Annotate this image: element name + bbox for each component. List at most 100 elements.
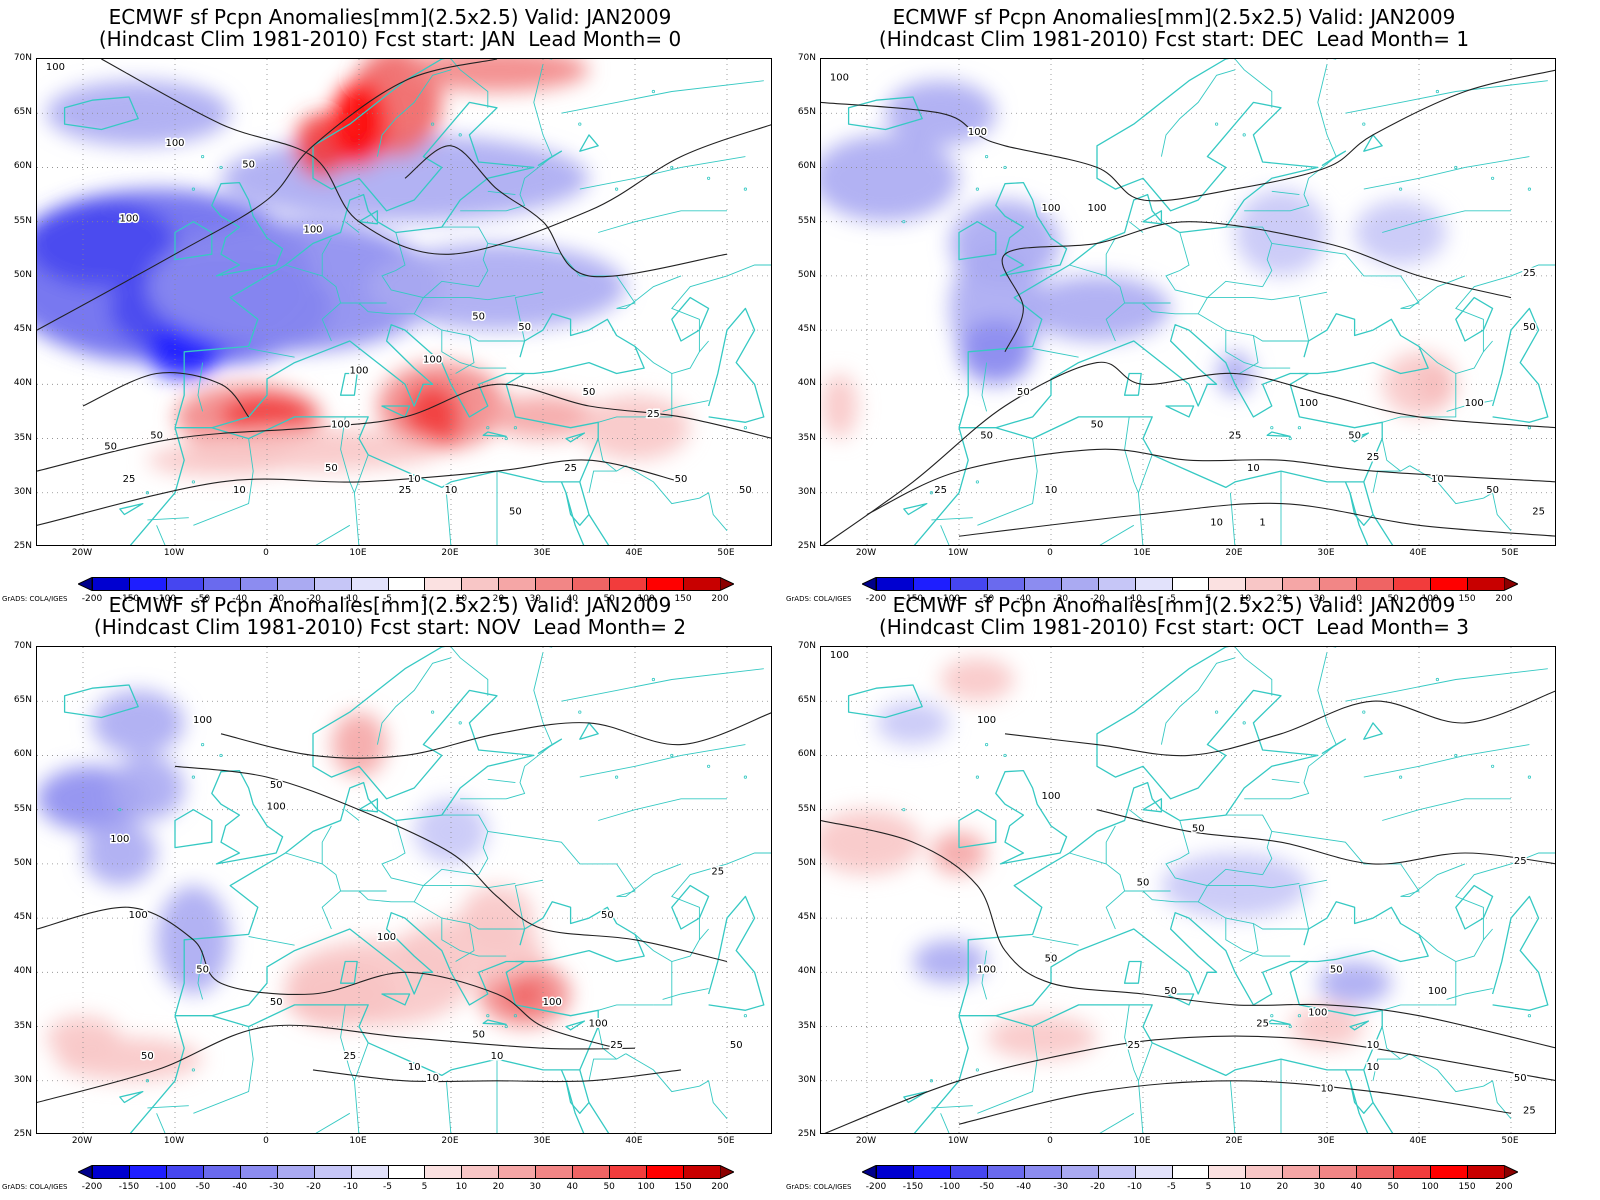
lon-label: 0: [263, 548, 269, 558]
contour-label: 100: [543, 997, 562, 1008]
contour-label: 25: [123, 474, 136, 485]
colorbar-swatch: [535, 577, 573, 591]
colorbar-label: -30: [1053, 1182, 1069, 1192]
grads-credit: GrADS: COLA/IGES: [786, 595, 852, 603]
colorbar-label: -20: [1090, 1182, 1105, 1192]
colorbar-label: 5: [1205, 594, 1212, 604]
colorbar-label: 150: [1458, 1182, 1476, 1192]
colorbar-swatch: [986, 1165, 1025, 1179]
colorbar-label: 5: [421, 1182, 428, 1192]
lon-label: 20E: [1225, 1136, 1243, 1146]
lon-label: 40E: [625, 548, 643, 558]
colorbar-swatch: [912, 1165, 951, 1179]
contour-label: 100: [331, 420, 350, 431]
lat-label: 40N: [13, 378, 32, 389]
map-canvas: 100 100 100 50 50 50 25 50 100 50 25 10 10 25 100 50 25 1…: [821, 647, 1555, 1133]
colorbar-swatch: [1060, 1165, 1099, 1179]
contour-label: 50: [150, 431, 163, 442]
contour-label: 100: [589, 1019, 608, 1030]
anomaly-shading: [931, 831, 987, 875]
anomaly-shading: [46, 80, 231, 146]
contour-label: 50: [1045, 953, 1058, 964]
panel-subtitle: (Hindcast Clim 1981-2010) Fcst start: OC…: [878, 615, 1470, 639]
map-area: 100 100 100 25 50 50 100 50 50 25 10 10 25 50 10 1 25 100…: [820, 58, 1556, 546]
contour-label: 100: [1041, 203, 1060, 214]
contour-label: 50: [601, 910, 614, 921]
colorbar-swatch: [876, 1165, 914, 1179]
contour-label: 100: [267, 802, 286, 813]
colorbar-swatch: [424, 1165, 462, 1179]
contour-label: 100: [1465, 398, 1484, 409]
coastlines: [847, 59, 1549, 545]
map-panel-2: ECMWF sf Pcpn Anomalies[mm](2.5x2.5) Val…: [784, 0, 1564, 604]
colorbar-label: 20: [1276, 594, 1289, 604]
contour-label: 50: [472, 1029, 485, 1040]
lat-label: 35N: [797, 432, 816, 443]
colorbar-label: 50: [1387, 594, 1399, 604]
anomaly-shading: [1235, 189, 1327, 276]
colorbar-label: 30: [529, 594, 541, 604]
anomaly-shading: [986, 1015, 1097, 1060]
contour-label: 25: [1127, 1040, 1140, 1051]
colorbar-swatch: [1393, 577, 1431, 591]
colorbar: [862, 577, 1518, 591]
colorbar: [78, 577, 734, 591]
colorbar-swatch: [276, 1165, 315, 1179]
contour-label: 25: [1523, 268, 1536, 279]
anomaly-shading: [876, 701, 950, 745]
contour-label: 50: [325, 463, 338, 474]
colorbar-swatch: [683, 1165, 721, 1179]
anomaly-shading: [83, 820, 157, 886]
lon-label: 10W: [163, 548, 185, 558]
colorbar-label: -50: [195, 594, 211, 604]
lat-label: 30N: [797, 486, 816, 497]
colorbar-max-arrow: [1504, 1165, 1518, 1179]
lat-label: 60N: [13, 161, 32, 172]
anomaly-shading: [110, 755, 185, 821]
colorbar-label: -200: [865, 594, 887, 604]
colorbar-label: -150: [902, 1182, 924, 1192]
contour-label: 50: [1137, 878, 1150, 889]
colorbar-label: -5: [1167, 594, 1176, 604]
colorbar-min-arrow: [78, 577, 92, 591]
colorbar-min-arrow: [78, 1165, 92, 1179]
contour-label: 50: [518, 322, 531, 333]
colorbar-label: 100: [637, 594, 655, 604]
colorbar-label: -10: [343, 1182, 358, 1192]
contour-label: 100: [1087, 203, 1106, 214]
lat-label: 45N: [797, 912, 816, 923]
colorbar-label: 50: [603, 1182, 615, 1192]
contour-label: 50: [739, 485, 752, 496]
lat-label: 55N: [13, 215, 32, 226]
lat-label: 60N: [797, 161, 816, 172]
contour-label: 100: [37, 647, 56, 650]
lon-label: 50E: [717, 1136, 735, 1146]
lat-label: 30N: [797, 1074, 816, 1085]
colorbar-max-arrow: [1504, 577, 1518, 591]
anomaly-shading: [221, 395, 313, 439]
contour-label: 50: [1091, 420, 1104, 431]
map-panel-4: ECMWF sf Pcpn Anomalies[mm](2.5x2.5) Val…: [784, 588, 1564, 1192]
lat-label: 65N: [13, 695, 32, 706]
contour-label: 100: [349, 365, 368, 376]
lon-label: 10E: [349, 1136, 367, 1146]
colorbar-swatch: [239, 1165, 278, 1179]
contour-label: 100: [1299, 398, 1318, 409]
map-canvas: 100 100 100 25 50 50 100 50 50 25 10 10 25 50 10 1 25 100…: [821, 59, 1555, 545]
contour-label: 100: [46, 62, 65, 73]
contour-label: 10: [491, 1051, 504, 1062]
colorbar-swatch: [350, 577, 389, 591]
contour-label: 50: [1523, 322, 1536, 333]
colorbar-swatch: [1097, 577, 1136, 591]
climatology-contours: [821, 69, 1555, 545]
lon-label: 20W: [855, 548, 877, 558]
lon-label: 30E: [533, 548, 551, 558]
colorbar-swatch: [1467, 577, 1505, 591]
colorbar-swatch: [387, 577, 425, 591]
contour-label: 100: [423, 355, 442, 366]
colorbar-swatch: [1430, 1165, 1468, 1179]
anomaly-shading: [913, 939, 987, 984]
lat-label: 70N: [797, 53, 816, 63]
colorbar-label: -5: [383, 594, 392, 604]
anomaly-shading: [92, 690, 185, 756]
